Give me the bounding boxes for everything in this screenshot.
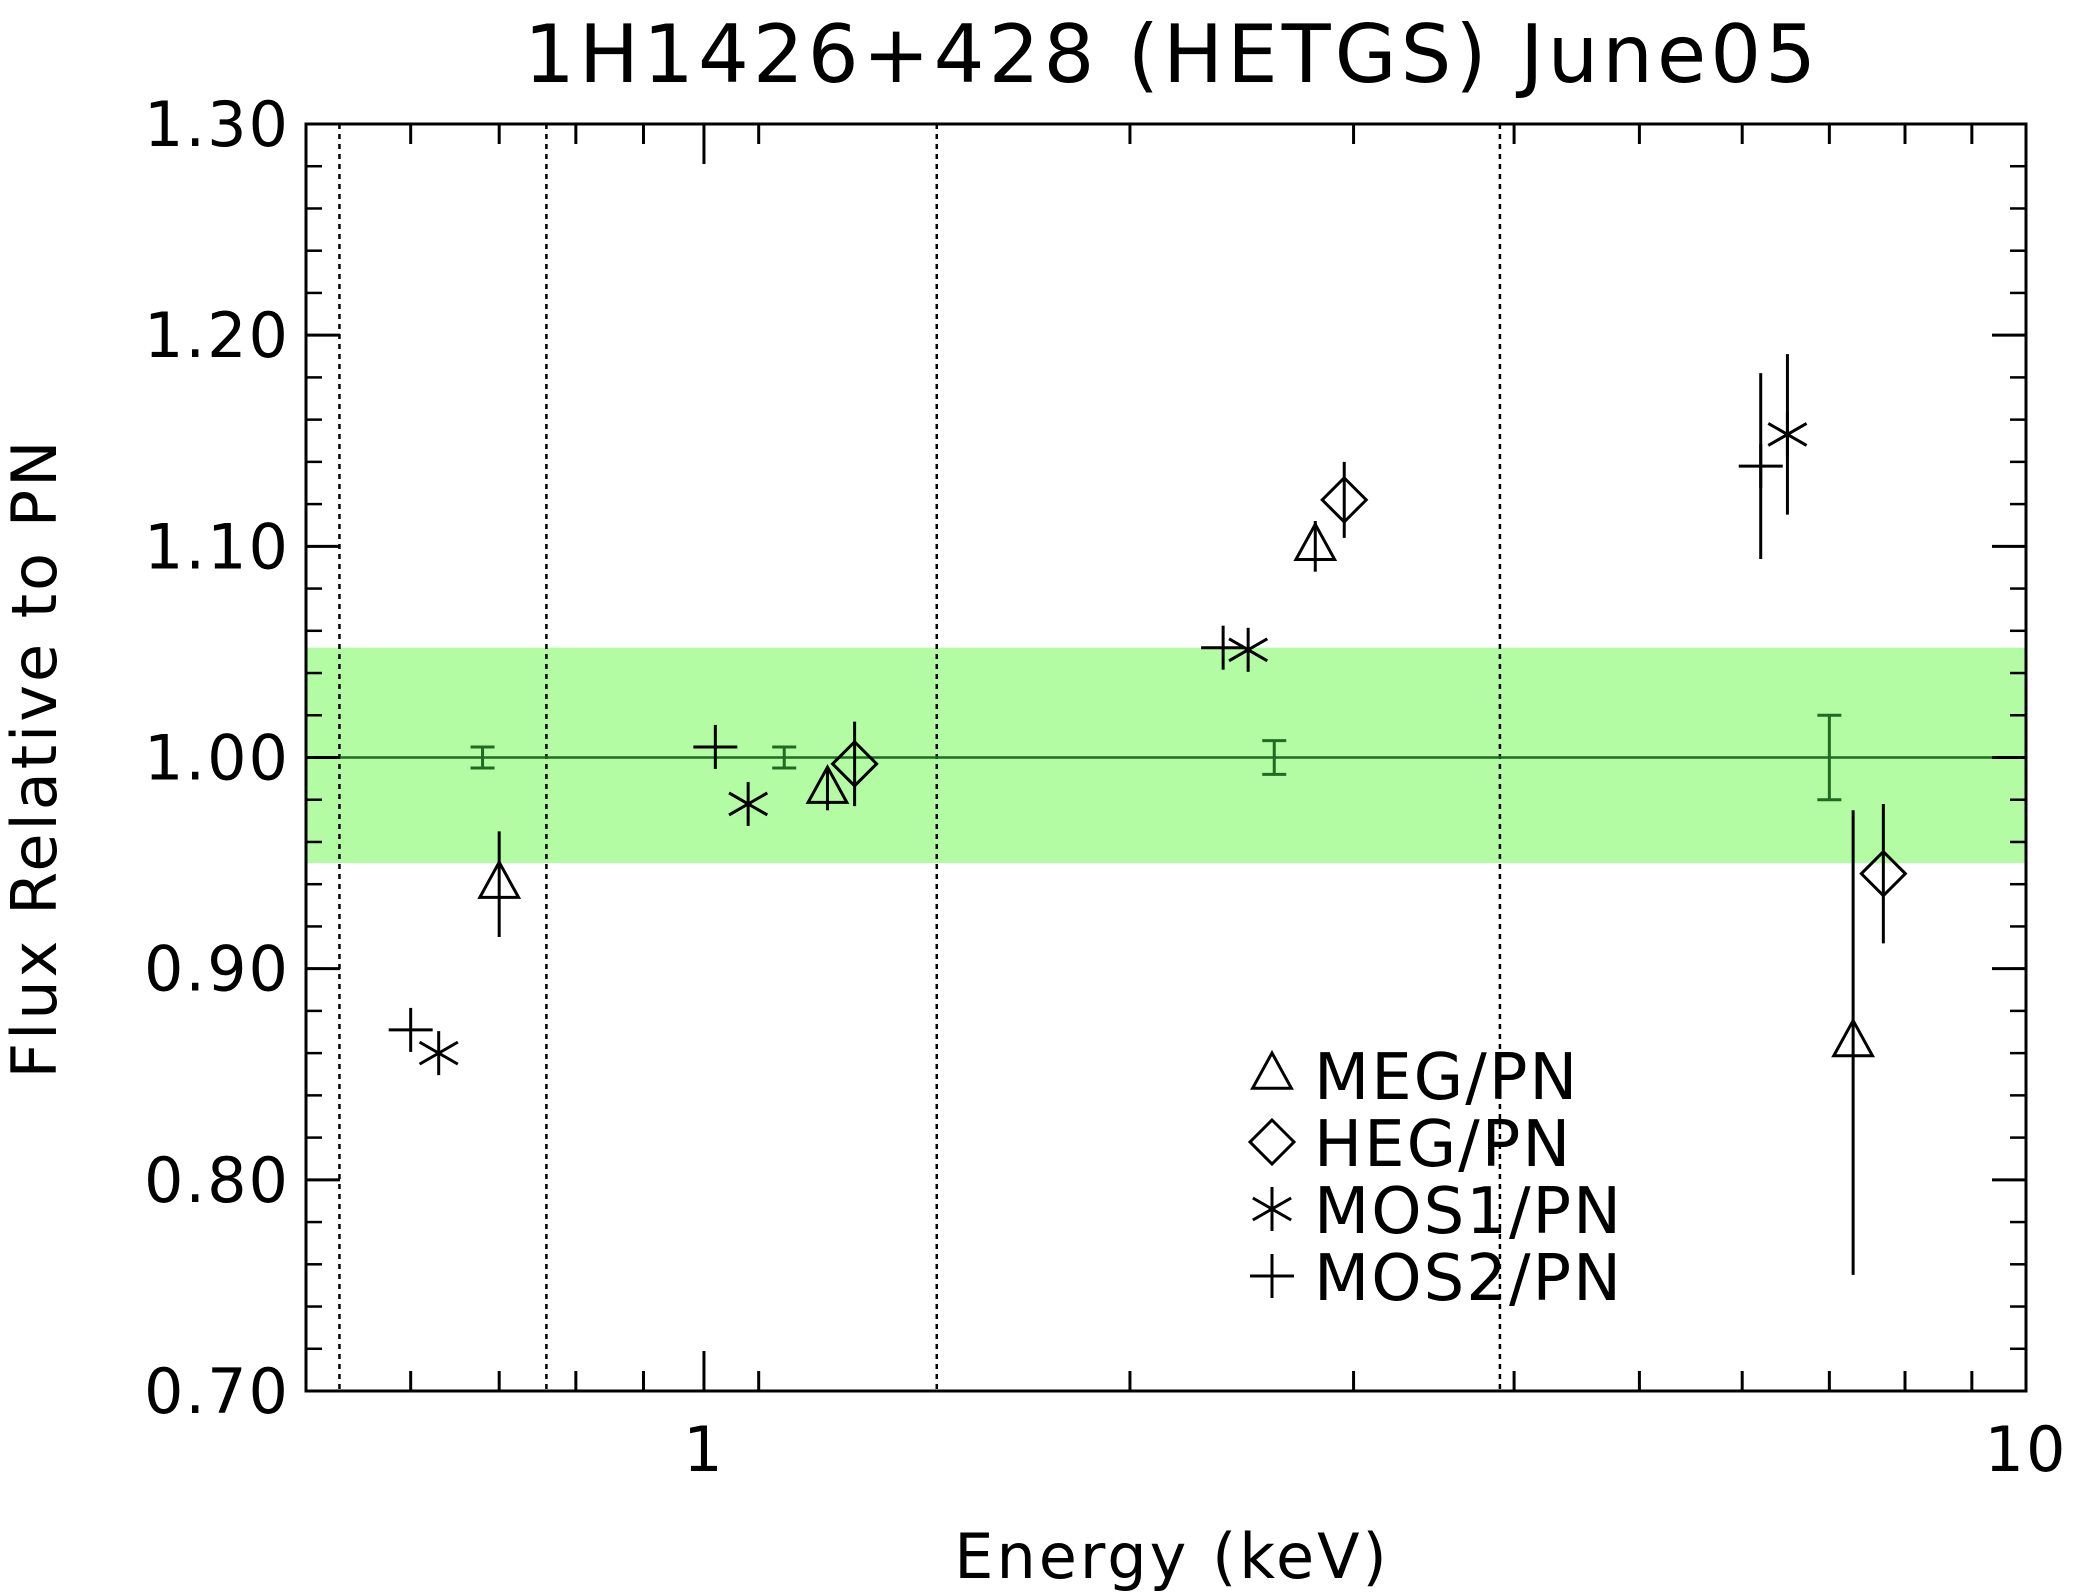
plus-marker [388,1007,433,1052]
legend-entry: MOS2/PN [1250,1242,1623,1316]
legend-entry: MOS1/PN [1252,1175,1623,1249]
asterisk-marker [728,781,769,826]
y-tick-label: 0.90 [144,933,290,1006]
triangle-shape [1831,1017,1876,1058]
plot-area: 0.70 0.80 0.90 1.00 1.10 1.20 1.30 1 10 MEG/PNHEG… [144,88,2068,1486]
triangle-marker [1831,1017,1876,1058]
plus-marker [1250,1254,1294,1298]
plus-marker [1201,625,1246,670]
y-tick-label: 1.00 [144,722,290,795]
x-tick-label: 1 [683,1413,724,1486]
data-point-diamond [1320,461,1369,538]
reference-point [470,745,495,770]
legend-label: MOS2/PN [1314,1242,1623,1316]
asterisk-stroke [1767,422,1808,447]
asterisk-stroke [1252,1196,1292,1222]
asterisk-stroke [418,1040,459,1066]
y-tick-label: 1.30 [144,88,290,161]
data-point-triangle [805,764,850,811]
diamond-shape [1859,849,1908,898]
diamond-marker [830,739,879,788]
y-tick-label: 0.80 [144,1144,290,1217]
data-point-asterisk [418,1031,459,1076]
diamond-marker [1320,475,1369,524]
triangle-marker [477,859,522,899]
diamond-marker [1247,1117,1297,1167]
data-point-plus [1201,625,1246,670]
reference-point [1262,739,1287,776]
asterisk-stroke [728,791,769,817]
data-point-triangle [1293,520,1338,572]
legend-entry: HEG/PN [1247,1108,1572,1182]
diamond-marker [1859,849,1908,898]
triangle-shape [477,859,522,899]
reference-point [772,745,797,770]
y-tick-label: 1.20 [144,299,290,372]
triangle-shape [805,764,850,804]
x-tick-label: 10 [1985,1413,2068,1486]
y-axis-label: Flux Relative to PN [0,437,71,1078]
asterisk-marker [1228,627,1269,672]
tolerance-band [306,647,2026,864]
data-point-asterisk [1767,354,1808,515]
x-axis-label: Energy (keV) [954,1520,1389,1593]
triangle-shape [1293,521,1338,562]
data-point-diamond [1859,803,1908,944]
triangle-marker [1293,521,1338,562]
triangle-marker [805,764,850,804]
asterisk-marker [418,1031,459,1076]
legend-label: MEG/PN [1314,1041,1579,1115]
legend-label: HEG/PN [1314,1108,1572,1182]
data-point-asterisk [728,781,769,826]
triangle-shape [1250,1049,1294,1090]
plus-marker [1738,444,1783,489]
data-point-diamond [830,721,879,807]
chart-title: 1H1426+428 (HETGS) June05 [524,8,1820,101]
diamond-shape [1247,1117,1297,1167]
plus-marker [693,724,738,769]
reference-point [1817,713,1842,802]
data-point-plus [1738,373,1783,560]
data-point-triangle [477,831,522,937]
legend-entry: MEG/PN [1250,1041,1579,1115]
diamond-shape [1320,475,1369,524]
data-point-asterisk [1228,627,1269,672]
data-point-plus [693,724,738,769]
triangle-marker [1250,1049,1294,1090]
data-point-triangle [1831,810,1876,1275]
data-point-plus [388,1007,433,1052]
y-tick-label: 1.10 [144,510,290,583]
asterisk-marker [1252,1187,1292,1231]
legend-label: MOS1/PN [1314,1175,1623,1249]
asterisk-stroke [1228,637,1269,663]
diamond-shape [830,739,879,788]
asterisk-marker [1767,412,1808,457]
y-tick-label: 0.70 [144,1355,290,1428]
